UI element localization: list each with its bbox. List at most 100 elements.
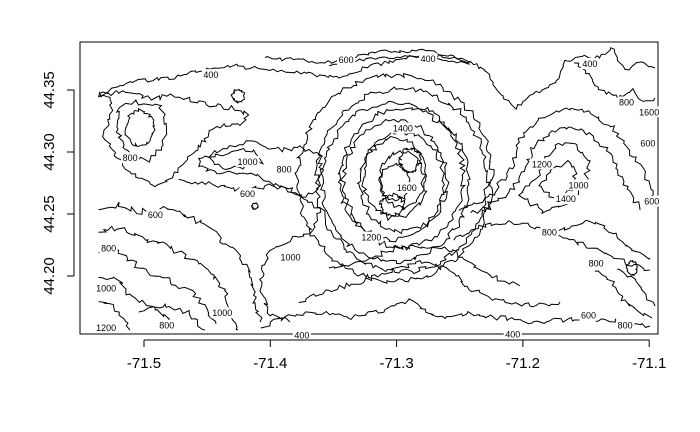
contour-label: 1600 <box>639 107 659 117</box>
contour-label-bg <box>391 122 415 134</box>
y-tick-label: 44.20 <box>41 257 58 295</box>
contour-label-bg <box>394 181 419 193</box>
contour-label: 1000 <box>238 157 258 167</box>
contour-line-600 <box>573 62 656 102</box>
x-tick-label: -71.1 <box>632 355 666 372</box>
contour-line-1400 <box>378 192 406 217</box>
contour-line-600 <box>298 259 561 308</box>
contour-line-1000 <box>98 276 175 327</box>
contour-line-800 <box>617 268 656 307</box>
x-tick-label: -71.3 <box>379 355 413 372</box>
contour-label: 400 <box>421 54 436 64</box>
contour-label: 600 <box>240 189 255 199</box>
contour-label-bg <box>503 328 522 340</box>
contour-label: 1200 <box>96 323 116 333</box>
contour-line-400 <box>264 48 471 64</box>
contour-label: 800 <box>589 259 604 269</box>
contour-label: 800 <box>101 244 116 254</box>
contour-label: 800 <box>542 228 557 238</box>
contour-label-bg <box>554 193 578 205</box>
contour-label-bg <box>617 96 636 108</box>
contour-line-600 <box>594 270 653 319</box>
contour-label-bg <box>540 226 559 238</box>
contour-label: 400 <box>505 329 520 339</box>
y-tick-label: 44.25 <box>41 195 58 233</box>
contour-line-400 <box>483 54 601 110</box>
contour-label-bg <box>146 209 165 221</box>
contour-label-bg <box>210 307 235 319</box>
x-tick-label: -71.2 <box>506 355 540 372</box>
contour-label-bg <box>94 322 118 334</box>
contour-line-1000 <box>98 247 217 325</box>
contour-line-600 <box>294 72 495 284</box>
contour-label: 600 <box>339 55 354 65</box>
contour-label: 400 <box>582 59 597 69</box>
contour-line-1200 <box>98 301 131 331</box>
x-tick-label: -71.4 <box>253 355 287 372</box>
contour-line-1000 <box>207 148 265 171</box>
y-tick-label: 44.35 <box>41 71 58 109</box>
y-tick-label: 44.30 <box>41 133 58 171</box>
contour-line-800 <box>138 303 206 331</box>
contour-line-800 <box>98 225 239 331</box>
contour-label-bg <box>642 195 661 207</box>
contour-line-800 <box>328 244 521 287</box>
contour-label: 1000 <box>96 283 116 293</box>
contour-line-800 <box>558 219 651 260</box>
contour-label: 800 <box>277 164 292 174</box>
contour-label: 1000 <box>280 252 300 262</box>
contour-label-bg <box>157 319 176 331</box>
contour-label-bg <box>579 309 598 321</box>
contour-label-bg <box>359 231 384 243</box>
contour-label-bg <box>566 179 591 191</box>
y-axis: 44.20 44.25 44.30 44.35 <box>41 71 75 295</box>
contour-line-1000 <box>470 126 641 214</box>
contour-label-bg <box>292 329 311 341</box>
contour-label-bg <box>121 152 140 164</box>
contour-label: 800 <box>619 97 634 107</box>
contour-label-bg <box>278 251 303 263</box>
contour-line-400 <box>598 47 656 71</box>
contour-label: 600 <box>644 197 659 207</box>
contour-line-1600 <box>356 129 446 235</box>
contour-label-bg <box>530 158 554 170</box>
x-axis: -71.5 -71.4 -71.3 -71.2 -71.1 <box>127 339 666 372</box>
contour-label-bg <box>616 319 635 331</box>
contour-label-bg <box>587 257 606 269</box>
contour-line-1200 <box>337 107 466 251</box>
contour-line-1400 <box>339 118 450 243</box>
contour-label: 1000 <box>212 308 232 318</box>
contour-label: 800 <box>123 153 138 163</box>
contour-label-bg <box>638 137 658 149</box>
plot-box <box>79 41 659 335</box>
contour-line-800 <box>458 107 656 211</box>
contour-line-800 <box>625 259 638 276</box>
contour-label-bg <box>637 106 661 118</box>
contour-label: 600 <box>148 210 163 220</box>
contour-line-1000 <box>319 100 471 265</box>
contour-label: 1200 <box>361 233 381 243</box>
contour-label: 1600 <box>397 183 417 193</box>
contour-label: 400 <box>203 70 218 80</box>
contour-label: 1400 <box>556 194 576 204</box>
contour-line-600 <box>178 178 322 323</box>
contour-label-bg <box>336 54 356 66</box>
contour-label-bg <box>580 57 599 69</box>
contour-label-bg <box>201 69 221 81</box>
contour-line-1000 <box>115 99 168 163</box>
contour-label: 800 <box>159 321 174 331</box>
contour-line-400 <box>230 88 245 104</box>
contour-label: 400 <box>294 331 309 341</box>
contour-line-600 <box>250 201 259 211</box>
contour-line-1600 <box>361 136 428 222</box>
contour-line-800 <box>97 90 250 188</box>
contour-line-1600 <box>378 162 411 202</box>
contour-label: 1000 <box>568 180 588 190</box>
x-tick-label: -71.5 <box>127 355 161 372</box>
contour-label-bg <box>99 242 118 254</box>
contour-label-bg <box>235 155 260 167</box>
contour-line-1200 <box>124 107 156 148</box>
contour-label: 600 <box>581 311 596 321</box>
contour-labels: 400 600 400 400 800 1600 1400 800 1000 800 600 1600… <box>94 53 661 341</box>
